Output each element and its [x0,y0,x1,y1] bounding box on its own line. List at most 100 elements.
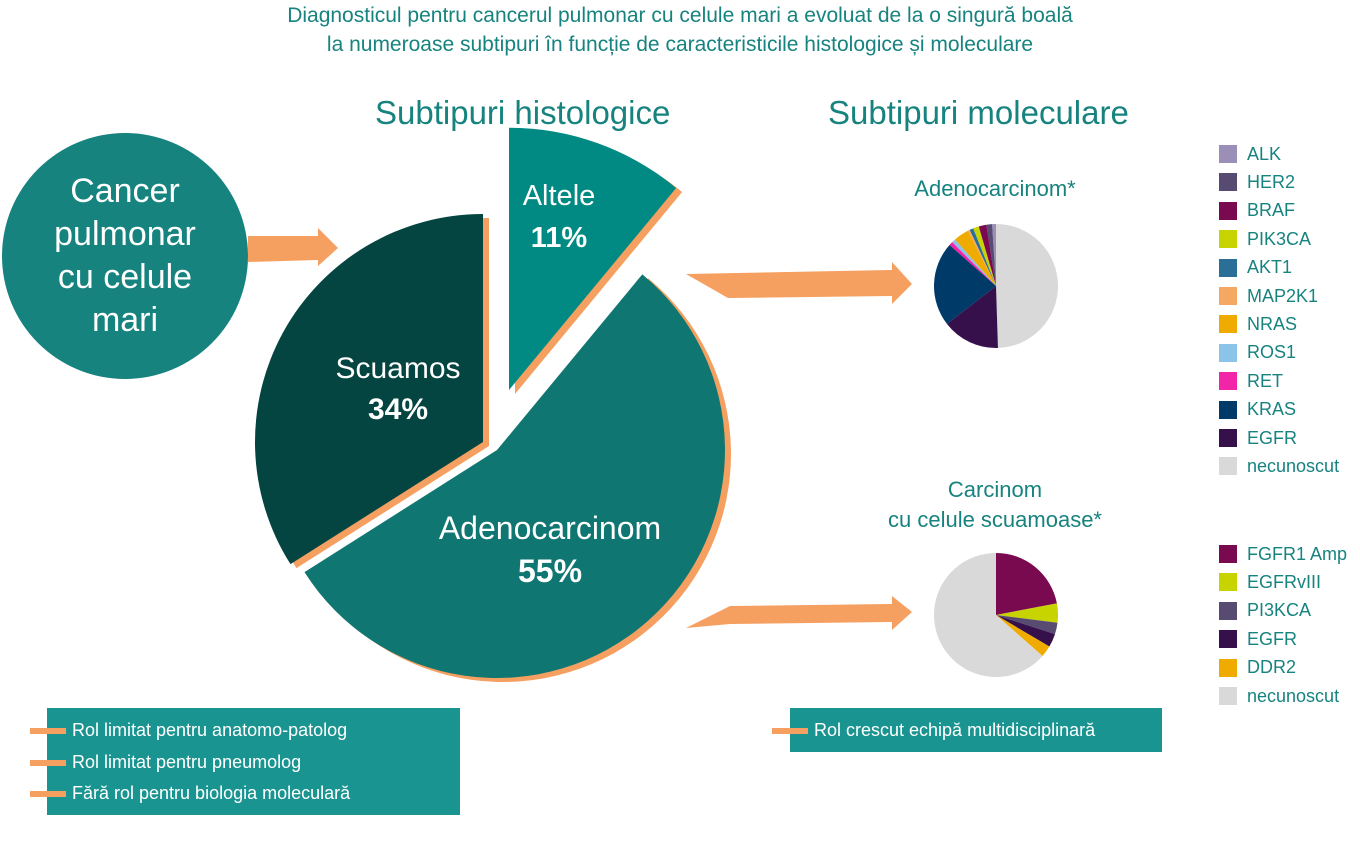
squam-legend-label: DDR2 [1247,657,1297,678]
adeno-legend-swatch [1219,457,1237,476]
bullet-bar-4 [772,728,808,734]
adeno-legend-swatch [1219,400,1237,419]
left-info-line-1: Rol limitat pentru anatomo-patolog [72,720,348,740]
adeno-legend-item: PIK3CA [1219,227,1311,251]
squam-pie-slice-pi3kca [996,615,1058,635]
adeno-pie-title: Adenocarcinom* [914,176,1076,201]
adeno-legend-item: AKT1 [1219,256,1292,280]
circle-line-3: cu celule [57,258,193,296]
adeno-legend-label: MAP2K1 [1247,285,1319,306]
adeno-legend-swatch [1219,372,1237,391]
adeno-legend-item: ROS1 [1219,341,1296,365]
adeno-pie-slice-akt1 [969,228,996,286]
adeno-pie-slice-kras [933,245,996,324]
squam-legend-label: EGFR [1247,628,1298,649]
adeno-pie-slice-pik3ca [973,226,996,286]
squam-legend-label: EGFRvIII [1247,571,1322,592]
altele-value: 11% [530,222,588,254]
adeno-legend-label: KRAS [1247,399,1297,420]
main-pie-slice-adenocarcinom [304,274,725,678]
adeno-legend-label: RET [1247,370,1283,391]
circle-line-1: Cancer [70,172,180,210]
histologic-heading: Subtipuri histologice [375,94,671,131]
squam-legend-item: DDR2 [1219,656,1296,680]
squam-pie-slice-necunoscut [934,553,1043,677]
adeno-legend-item: ALK [1219,142,1281,166]
adeno-value: 55% [517,553,583,589]
adeno-legend-swatch [1219,343,1237,362]
squam-legend-swatch [1219,601,1237,620]
squam-pie-slice-ddr2 [996,615,1050,656]
squam-legend-swatch [1219,658,1237,677]
circle-line-4: mari [91,301,159,339]
squam-legend-label: necunoscut [1247,685,1340,706]
adeno-legend-label: necunoscut [1247,455,1340,476]
left-info-box: Rol limitat pentru anatomo-patolog Rol l… [47,708,460,815]
adeno-legend-label: EGFR [1247,427,1298,448]
adeno-label: Adenocarcinom [438,510,662,546]
left-info-line-3: Fără rol pentru biologia moleculară [72,783,351,803]
squam-legend-label: FGFR1 Amp [1247,543,1348,564]
bullet-bar-3 [30,791,66,797]
arrow-to-adeno-pie [686,262,912,304]
squam-pie [934,553,1058,677]
squam-legend-item: PI3KCA [1219,599,1311,623]
squam-legend-swatch [1219,545,1237,563]
main-pie-slice-scuamos [254,213,483,565]
squam-pie-title-1: Carcinom [947,477,1043,502]
adeno-legend-item: NRAS [1219,312,1297,336]
adeno-legend-label: AKT1 [1247,257,1293,278]
adeno-legend-item: MAP2K1 [1219,284,1318,308]
squam-legend-item: EGFRvIII [1219,570,1321,594]
squam-pie-slice-fgfr1-amp [996,553,1057,615]
molecular-heading: Subtipuri moleculare [828,94,1129,131]
adeno-legend-swatch [1219,287,1237,305]
adeno-legend-label: PIK3CA [1247,228,1312,249]
squam-legend-item: EGFR [1219,627,1297,651]
adeno-pie-slice-ros1 [952,239,996,286]
adeno-pie-slice-egfr [947,286,998,349]
adeno-legend-swatch [1219,230,1237,249]
arrow-to-pie [248,228,338,266]
altele-label: Altele [522,180,596,212]
adeno-pie-slice-necunoscut [996,224,1059,348]
squam-legend-item: FGFR1 Amp [1219,542,1347,566]
adeno-pie [933,223,1059,349]
adeno-legend-label: HER2 [1247,171,1296,192]
adeno-legend-swatch [1219,173,1237,192]
right-info-line-1: Rol crescut echipă multidisciplinară [814,720,1096,740]
adeno-pie-slice-her2 [986,224,996,286]
scuamos-value: 34% [367,393,429,426]
adeno-legend-item: KRAS [1219,398,1296,422]
squam-pie-slice-egfrviii [996,603,1058,623]
scuamos-label: Scuamos [335,352,461,385]
adeno-legend-swatch [1219,429,1237,447]
main-pie [254,127,731,682]
right-info-box: Rol crescut echipă multidisciplinară [790,708,1162,752]
adeno-pie-slice-nras [955,230,996,286]
adeno-legend-item: BRAF [1219,199,1295,223]
left-info-line-2: Rol limitat pentru pneumolog [72,752,302,772]
squam-legend-swatch [1219,573,1237,592]
squam-legend-swatch [1219,630,1237,649]
adeno-legend-swatch [1219,315,1237,334]
squam-legend-swatch [1219,687,1237,705]
adeno-legend-label: ALK [1247,143,1282,164]
adeno-pie-slice-ret [949,242,996,286]
arrow-to-squam-pie [686,596,912,630]
squam-pie-slice-egfr [996,615,1055,647]
adeno-legend-item: HER2 [1219,170,1295,194]
title-line-1: Diagnosticul pentru cancerul pulmonar cu… [287,4,1073,27]
adeno-pie-slice-alk [992,223,996,286]
main-pie-slice-altele [509,127,677,391]
adeno-legend-swatch [1219,145,1237,163]
bullet-bar-2 [30,760,66,766]
adeno-legend-item: necunoscut [1219,454,1339,478]
title-line-2: la numeroase subtipuri în funcție de car… [326,33,1034,56]
adeno-legend-swatch [1219,201,1237,220]
adeno-legend-swatch [1219,258,1237,277]
squam-pie-title-2: cu celule scuamoase* [887,507,1102,532]
adeno-legend-label: BRAF [1247,200,1296,221]
